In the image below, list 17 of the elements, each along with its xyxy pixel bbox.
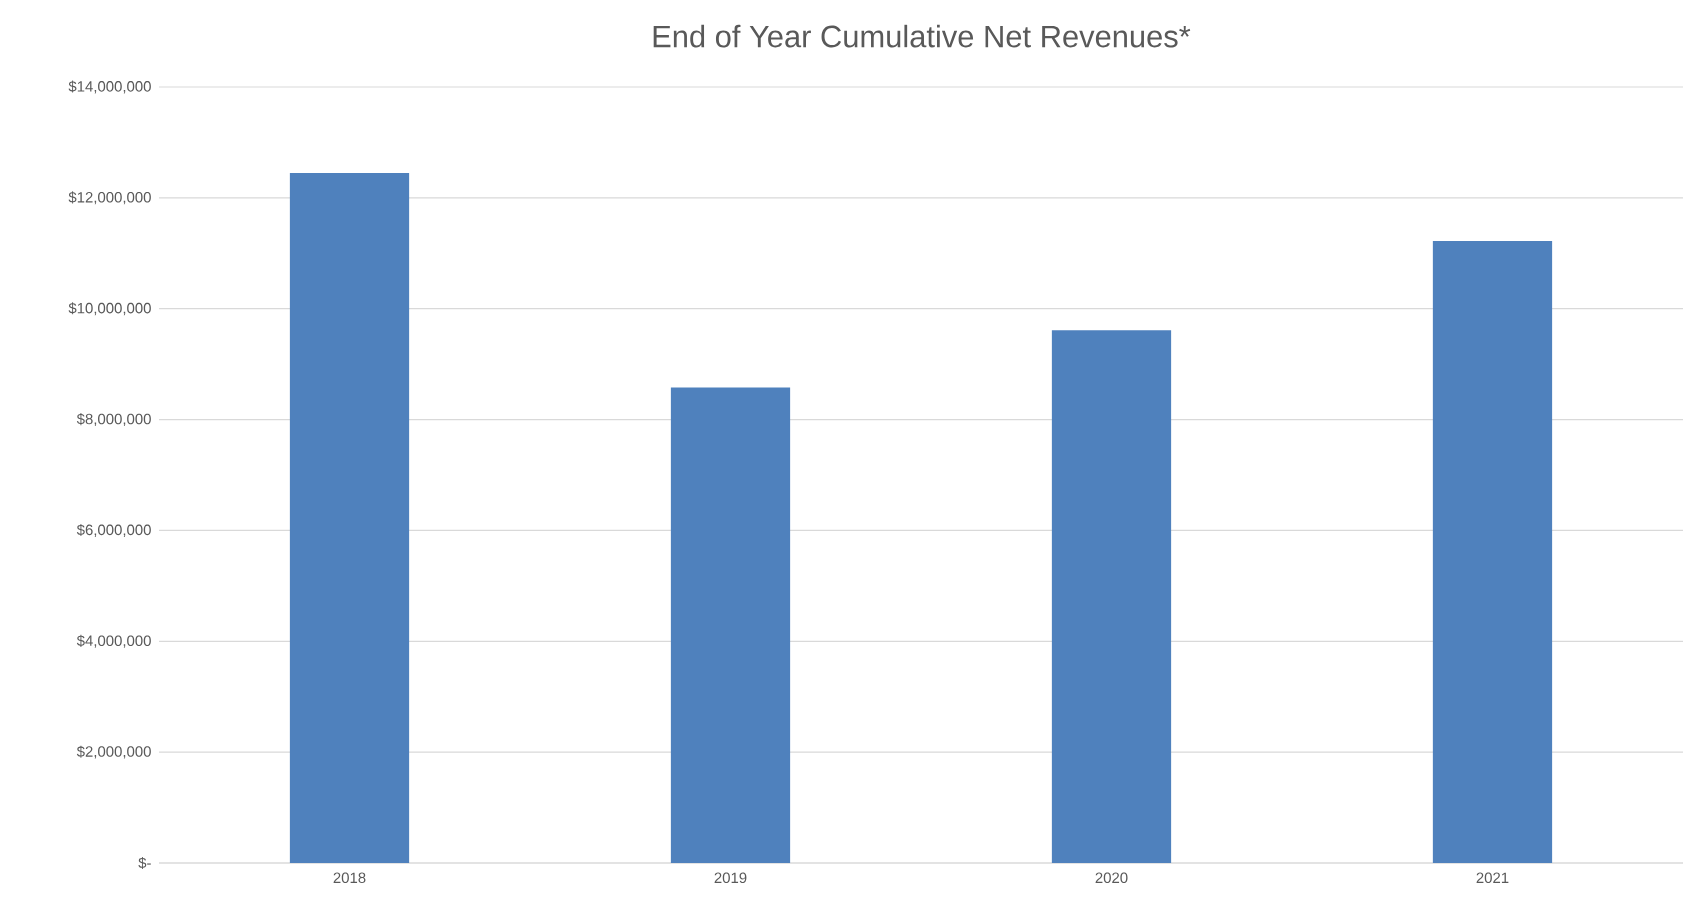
y-tick-label: $14,000,000 — [68, 80, 151, 94]
bar — [670, 387, 791, 863]
x-tick-label: 2021 — [1476, 872, 1509, 884]
y-tick-label: $6,000,000 — [76, 523, 151, 537]
y-tick-label: $8,000,000 — [76, 413, 151, 427]
y-tick-label: $12,000,000 — [68, 191, 151, 205]
x-tick-label: 2018 — [333, 872, 366, 884]
y-tick-label: $4,000,000 — [76, 634, 151, 648]
x-tick-label: 2020 — [1095, 872, 1128, 884]
bar — [1432, 241, 1553, 863]
y-tick-label: $- — [138, 856, 151, 870]
bar — [289, 172, 410, 863]
bar — [1051, 330, 1172, 863]
chart-title: End of Year Cumulative Net Revenues* — [653, 24, 1191, 48]
y-tick-label: $2,000,000 — [76, 745, 151, 759]
x-tick-label: 2019 — [714, 872, 747, 884]
y-tick-label: $10,000,000 — [68, 302, 151, 316]
